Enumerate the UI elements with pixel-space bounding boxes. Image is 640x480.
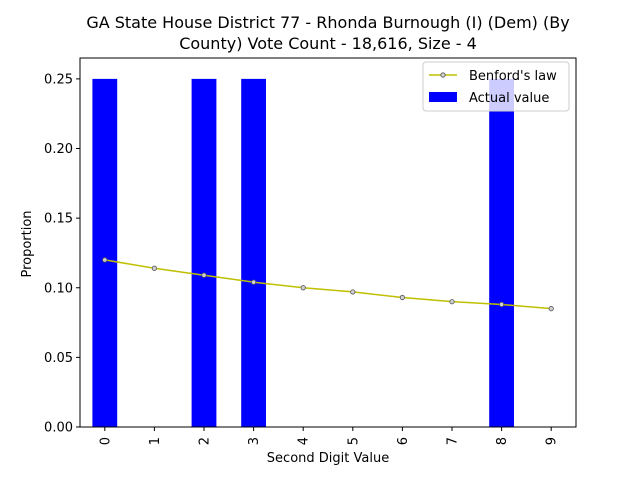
y-tick-label: 0.15 (44, 212, 73, 227)
legend-bar-swatch (429, 92, 457, 102)
benford-point-9 (548, 306, 554, 312)
benford-point-1 (151, 265, 157, 271)
benford-point-5 (350, 289, 356, 295)
x-tick-label: 1 (148, 437, 163, 445)
benford-line (104, 259, 552, 310)
benford-point-3 (251, 279, 257, 285)
x-tick-label: 0 (98, 437, 113, 445)
bar-digit-3 (241, 78, 266, 428)
y-tick-label: 0.05 (44, 351, 73, 366)
x-tick-label: 3 (247, 437, 262, 445)
axes: 0.00 0.05 0.10 0.15 0.20 0.25 0 1 2 3 4 5 6 7 8 9 (44, 57, 577, 445)
x-tick-label: 8 (495, 437, 510, 445)
legend-box (422, 61, 570, 112)
y-axis-label: Proportion (20, 210, 35, 277)
x-tick-label: 7 (446, 437, 461, 445)
x-tick-label: 6 (396, 437, 411, 445)
benford-point-6 (399, 294, 405, 301)
line-series (102, 257, 554, 312)
chart-title-line1: GA State House District 77 - Rhonda Burn… (86, 13, 569, 32)
x-tick-label: 9 (545, 437, 560, 445)
legend: Benford's law Actual value (422, 61, 570, 112)
bar-series (92, 78, 514, 428)
x-tick-label: 2 (198, 437, 213, 445)
y-tick-label: 0.00 (44, 421, 73, 436)
bar-digit-2 (191, 78, 217, 428)
x-axis-label: Second Digit Value (267, 451, 389, 466)
benford-point-8 (498, 301, 505, 308)
plot-frame (79, 57, 577, 428)
legend-label-actual: Actual value (469, 91, 549, 106)
bar-digit-8 (489, 78, 514, 428)
x-tick-label: 4 (297, 437, 312, 445)
y-tick-label: 0.20 (44, 142, 73, 157)
bar-digit-0 (92, 78, 118, 428)
y-tick-label: 0.10 (44, 281, 73, 296)
legend-label-benford: Benford's law (469, 69, 557, 84)
benford-point-0 (102, 257, 108, 263)
benford-point-2 (201, 272, 207, 278)
benford-point-7 (449, 299, 455, 305)
y-tick-label: 0.25 (44, 72, 73, 87)
x-tick-label: 5 (346, 437, 361, 445)
legend-line-marker (440, 72, 446, 78)
benford-point-4 (300, 285, 306, 291)
chart-title-line2: County) Vote Count - 18,616, Size - 4 (179, 34, 477, 53)
